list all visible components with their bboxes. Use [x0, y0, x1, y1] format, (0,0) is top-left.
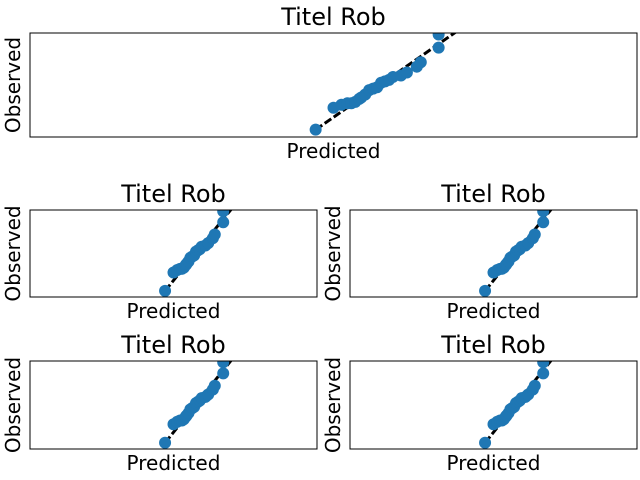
axes-frame: [349, 360, 638, 450]
data-point: [208, 379, 221, 392]
data-point: [217, 361, 230, 369]
data-point: [217, 216, 230, 229]
plot-area: [309, 33, 458, 136]
x-axis-label: Predicted: [127, 451, 221, 475]
subplot-1: Titel Rob Predicted Observed: [1, 3, 638, 163]
x-axis-label: Predicted: [447, 299, 541, 323]
data-point: [432, 41, 445, 54]
data-point: [309, 123, 322, 136]
axes-frame: [29, 209, 318, 298]
plot-area: [479, 361, 553, 449]
data-point: [537, 361, 550, 369]
data-point: [528, 379, 541, 392]
data-point: [159, 436, 172, 449]
y-axis-label: Observed: [1, 37, 25, 133]
data-point: [537, 367, 550, 380]
data-point: [159, 284, 172, 297]
plot-area: [479, 210, 553, 297]
chart-title: Titel Rob: [120, 180, 226, 208]
chart-title: Titel Rob: [120, 331, 226, 359]
y-axis-label: Observed: [321, 357, 345, 453]
data-point: [479, 284, 492, 297]
y-axis-label: Observed: [321, 205, 345, 301]
y-axis-label: Observed: [1, 357, 25, 453]
plot-area: [159, 361, 233, 449]
data-point: [400, 66, 413, 79]
data-point: [479, 436, 492, 449]
x-axis-label: Predicted: [447, 451, 541, 475]
subplot-5: Titel Rob Predicted Observed: [321, 331, 638, 475]
data-point: [217, 210, 230, 218]
axes-frame: [349, 209, 638, 298]
plot-area: [159, 210, 233, 297]
data-point: [414, 56, 427, 69]
data-point: [537, 216, 550, 229]
data-point: [537, 210, 550, 218]
axes-frame: [29, 32, 638, 138]
chart-title: Titel Rob: [280, 3, 386, 31]
data-point: [432, 33, 445, 41]
y-axis-label: Observed: [1, 205, 25, 301]
subplot-2: Titel Rob Predicted Observed: [1, 180, 318, 323]
chart-title: Titel Rob: [440, 331, 546, 359]
data-point: [528, 228, 541, 241]
x-axis-label: Predicted: [287, 139, 381, 163]
data-point: [208, 228, 221, 241]
subplot-3: Titel Rob Predicted Observed: [321, 180, 638, 323]
chart-title: Titel Rob: [440, 180, 546, 208]
axes-frame: [29, 360, 318, 450]
x-axis-label: Predicted: [127, 299, 221, 323]
data-point: [217, 367, 230, 380]
subplot-4: Titel Rob Predicted Observed: [1, 331, 318, 475]
